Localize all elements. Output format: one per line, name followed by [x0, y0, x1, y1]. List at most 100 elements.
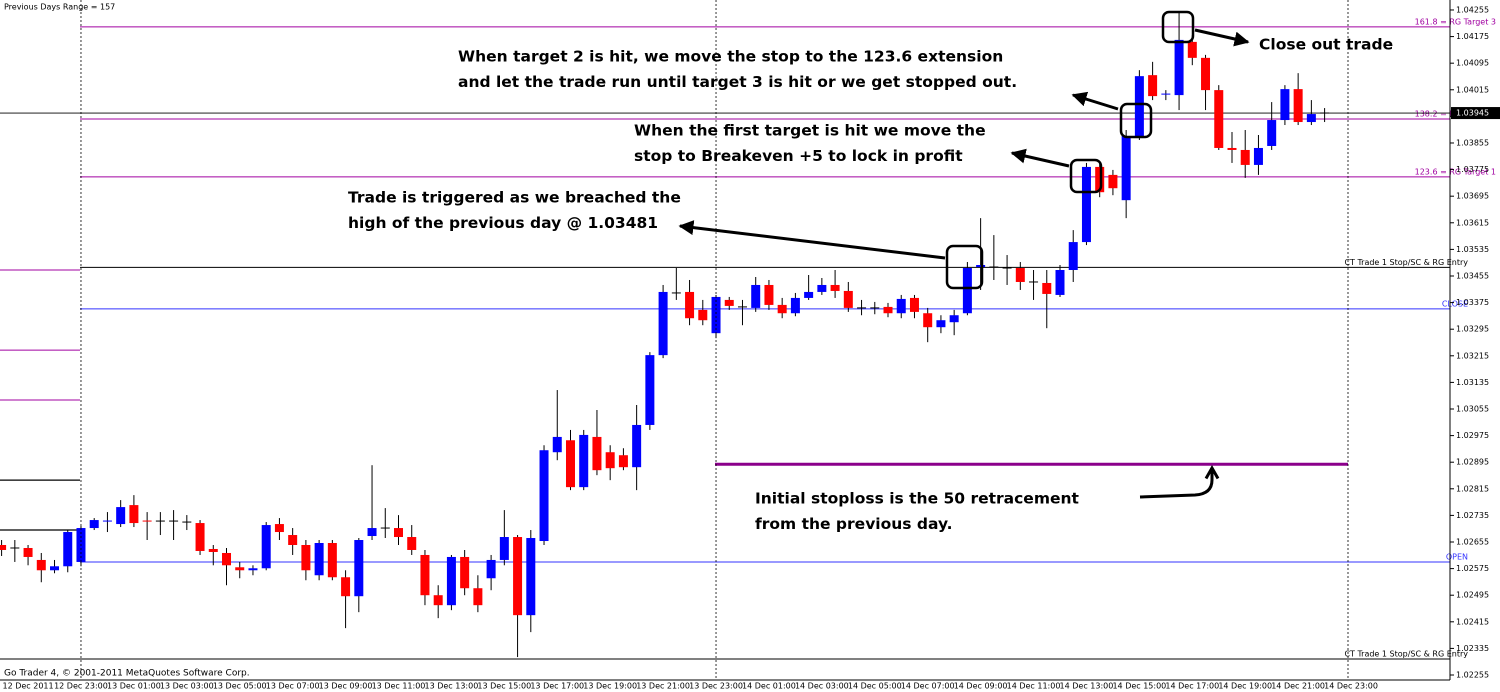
candle-body [102, 520, 112, 522]
candle-body [949, 315, 959, 323]
arrow [1071, 91, 1119, 111]
y-tick-label: 1.02255 [1456, 671, 1489, 680]
x-tick-label: 13 Dec 09:00 [319, 682, 373, 691]
current-price-box [1451, 107, 1500, 120]
level-label: CT Trade 1 Stop/SC & RG Entry [1344, 258, 1468, 267]
candle-body [1293, 89, 1303, 123]
candle-body [499, 537, 509, 560]
x-tick-label: 14 Dec 15:00 [1112, 682, 1166, 691]
candle-body [1214, 90, 1224, 148]
y-tick-label: 1.04095 [1456, 59, 1489, 68]
annotation-shapes [678, 10, 1250, 499]
candle-body [50, 566, 60, 571]
x-tick-label: 14 Dec 01:00 [742, 682, 796, 691]
y-tick-label: 1.03215 [1456, 351, 1489, 360]
arrow [1010, 148, 1070, 168]
x-tick-label: 14 Dec 13:00 [1060, 682, 1114, 691]
level-label: OPEN [1446, 552, 1468, 561]
y-tick-label: 1.02335 [1456, 644, 1489, 653]
candle-body [565, 440, 575, 488]
y-tick-label: 1.04015 [1456, 85, 1489, 94]
candle-body [671, 292, 681, 294]
candle-body [976, 265, 986, 268]
x-tick-label: 13 Dec 19:00 [583, 682, 637, 691]
candle-body [618, 455, 628, 468]
candle-body [526, 538, 536, 616]
y-tick-label: 1.03855 [1456, 138, 1489, 147]
candle-body [579, 434, 589, 488]
candle-body [460, 556, 470, 589]
x-tick-label: 13 Dec 11:00 [372, 682, 426, 691]
candle-body [605, 452, 615, 469]
annotation: and let the trade run until target 3 is … [458, 73, 1017, 91]
candle-body [274, 524, 284, 533]
y-tick-label: 1.03055 [1456, 404, 1489, 413]
candle-body [169, 520, 179, 522]
credit: Go Trader 4, © 2001-2011 MetaQuotes Soft… [4, 669, 250, 679]
level-label: 123.6 = RG Target 1 [1415, 167, 1496, 176]
candle-body [790, 297, 800, 314]
candle-body [142, 520, 152, 522]
candle-body [539, 450, 549, 542]
x-tick-label: 14 Dec 03:00 [795, 682, 849, 691]
y-tick-label: 1.03615 [1456, 218, 1489, 227]
y-tick-label: 1.02895 [1456, 458, 1489, 467]
candle-body [155, 520, 165, 522]
candle-body [261, 525, 271, 569]
level-label: CLOSE [1442, 299, 1468, 308]
candle-body [394, 528, 403, 538]
y-tick-label: 1.02655 [1456, 538, 1489, 547]
candle-body [711, 296, 721, 334]
candle-body [1029, 281, 1039, 283]
level-label: 161.8 = RG Target 3 [1415, 17, 1496, 26]
candle-body [182, 521, 192, 523]
candle-body [1253, 147, 1263, 165]
y-tick-label: 1.03295 [1456, 325, 1489, 334]
candle-body [724, 299, 734, 306]
candle-body [446, 556, 456, 606]
candle-body [817, 284, 827, 292]
x-tick-label: 14 Dec 17:00 [1165, 682, 1219, 691]
highlight-box [1069, 158, 1103, 194]
candle-body [1095, 166, 1105, 193]
candle-body [420, 554, 430, 596]
candle-body [380, 527, 390, 529]
candle-body [341, 577, 351, 597]
candle-body [632, 424, 642, 468]
x-tick-label: 14 Dec 05:00 [848, 682, 902, 691]
candle-body [698, 309, 708, 321]
candle-body [63, 532, 73, 567]
candle-body [1015, 268, 1025, 282]
y-tick-label: 1.02975 [1456, 431, 1489, 440]
x-tick-label: 12 Dec 23:00 [54, 682, 108, 691]
annotation: Close out trade [1259, 36, 1393, 54]
candle-body [301, 544, 311, 571]
x-tick-label: 13 Dec 23:00 [689, 682, 743, 691]
current-price-label: 1.03945 [1456, 109, 1489, 118]
candle-body [1174, 39, 1184, 96]
candle-body [1108, 174, 1118, 189]
x-tick-label: 14 Dec 23:00 [1324, 682, 1378, 691]
x-tick-label: 13 Dec 17:00 [530, 682, 584, 691]
y-tick-label: 1.04255 [1456, 5, 1489, 14]
x-tick-label: 13 Dec 15:00 [477, 682, 531, 691]
y-tick-label: 1.03535 [1456, 245, 1489, 254]
x-tick-label: 12 Dec 2011 [3, 682, 54, 691]
annotation: from the previous day. [755, 515, 953, 533]
x-tick-label: 13 Dec 01:00 [107, 682, 161, 691]
candle-body [314, 543, 324, 576]
arrow [1194, 28, 1250, 47]
y-tick-label: 1.03375 [1456, 298, 1489, 307]
candle-body [883, 306, 893, 314]
y-tick-label: 1.02815 [1456, 484, 1489, 493]
annotation: Trade is triggered as we breached the [348, 189, 681, 207]
candle-body [989, 266, 999, 268]
candle-body [737, 306, 747, 308]
candle-body [473, 588, 483, 606]
candle-body [235, 567, 245, 571]
highlight-box [945, 244, 984, 290]
highlight-box [1119, 102, 1153, 139]
candle-body [1042, 282, 1052, 294]
